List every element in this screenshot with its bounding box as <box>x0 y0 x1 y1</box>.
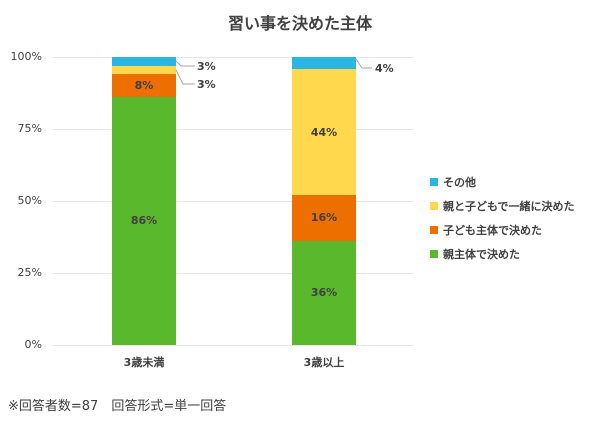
legend-item-child: 子ども主体で決めた <box>430 218 575 242</box>
legend-swatch <box>430 226 438 234</box>
segment-child: 8% <box>112 74 176 98</box>
y-tick-75: 75% <box>17 122 42 135</box>
gridline <box>53 201 413 202</box>
x-tick-under-3: 3歳未満 <box>123 356 165 369</box>
bar-3-and-over: 44% 16% 36% <box>292 57 356 345</box>
legend-label: 親と子どもで一緒に決めた <box>443 200 575 213</box>
legend-label: 親主体で決めた <box>443 248 520 261</box>
gridline <box>53 129 413 130</box>
legend-swatch <box>430 202 438 210</box>
gridline <box>53 345 413 346</box>
segment-parent: 86% <box>112 97 176 345</box>
y-tick-50: 50% <box>17 194 42 207</box>
x-tick-3-and-over: 3歳以上 <box>303 356 345 369</box>
legend-label: 子ども主体で決めた <box>443 224 542 237</box>
segment-child: 16% <box>292 195 356 242</box>
legend-item-parent: 親主体で決めた <box>430 242 575 266</box>
legend: その他 親と子どもで一緒に決めた 子ども主体で決めた 親主体で決めた <box>430 170 575 266</box>
legend-label: その他 <box>443 176 476 189</box>
segment-label: 16% <box>310 211 338 225</box>
segment-other <box>292 57 356 69</box>
gridline <box>53 57 413 58</box>
segment-label: 36% <box>310 286 338 300</box>
label-under-3-other: 3% <box>197 60 216 73</box>
segment-other <box>112 57 176 66</box>
label-3-over-other: 4% <box>375 62 394 75</box>
y-tick-0: 0% <box>24 338 42 351</box>
segment-label: 86% <box>130 214 158 228</box>
y-tick-100: 100% <box>10 50 42 63</box>
segment-label: 8% <box>134 79 154 93</box>
legend-swatch <box>430 178 438 186</box>
footnote: ※回答者数=87 回答形式=単一回答 <box>8 399 227 414</box>
segment-together <box>112 65 176 75</box>
segment-parent: 36% <box>292 241 356 345</box>
gridline <box>53 273 413 274</box>
legend-item-other: その他 <box>430 170 575 194</box>
chart-title: 習い事を決めた主体 <box>227 14 372 33</box>
y-tick-25: 25% <box>17 266 42 279</box>
segment-label: 44% <box>310 125 338 139</box>
plot-area: 8% 86% 44% 16% 36% <box>53 57 413 346</box>
bar-under-3: 8% 86% <box>112 57 176 345</box>
label-under-3-together: 3% <box>197 78 216 91</box>
segment-together: 44% <box>292 68 356 196</box>
legend-item-together: 親と子どもで一緒に決めた <box>430 194 575 218</box>
legend-swatch <box>430 250 438 258</box>
